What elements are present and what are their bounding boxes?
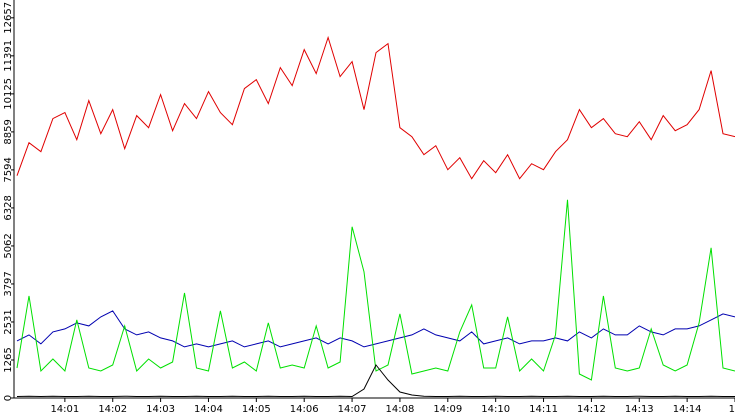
series-line (16, 310, 735, 348)
y-tick-label: 2531 (3, 309, 14, 334)
x-tick-label: 14:03 (146, 404, 175, 415)
x-tick-label: 14:11 (529, 404, 558, 415)
x-tick-label: 14:07 (338, 404, 367, 415)
x-tick-label: 14:12 (577, 404, 606, 415)
x-tick-label: 14:01 (50, 404, 79, 415)
x-tick-label: 14:09 (433, 404, 462, 415)
y-tick-label: 8859 (3, 119, 14, 144)
x-tick-label: 14:06 (290, 404, 319, 415)
x-tick-label: 14:04 (194, 404, 223, 415)
y-tick-label: 1265 (3, 347, 14, 372)
y-tick-label: 7594 (3, 157, 14, 182)
y-tick-label: 6328 (3, 195, 14, 220)
y-tick-label: 10125 (3, 78, 14, 110)
x-tick-label: 14 (729, 404, 735, 415)
x-tick-label: 14:10 (481, 404, 510, 415)
x-tick-label: 14:13 (625, 404, 654, 415)
x-tick-label: 14:02 (98, 404, 127, 415)
x-tick-label: 14:05 (242, 404, 271, 415)
series-line (16, 364, 735, 398)
y-tick-label: 5062 (3, 233, 14, 258)
y-tick-label: 3797 (3, 271, 14, 296)
series-line (16, 199, 735, 381)
y-tick-label: 12657 (3, 2, 14, 34)
x-tick-label: 14:08 (386, 404, 415, 415)
y-tick-label: 11391 (3, 40, 14, 72)
x-tick-label: 14:14 (673, 404, 702, 415)
y-tick-label: 0 (3, 395, 14, 401)
series-line (16, 35, 735, 180)
